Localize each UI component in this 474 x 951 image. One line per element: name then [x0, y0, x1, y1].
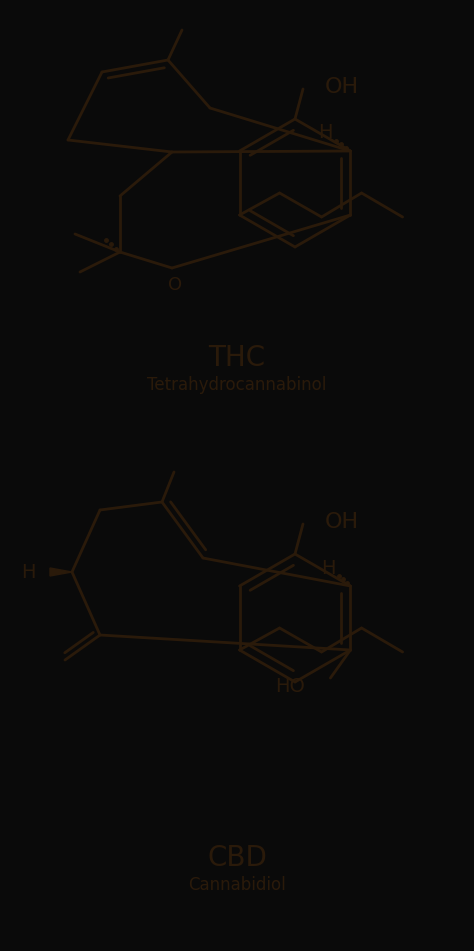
Text: OH: OH — [325, 77, 359, 97]
Text: OH: OH — [325, 512, 359, 532]
Text: Cannabidiol: Cannabidiol — [188, 876, 286, 894]
Text: H: H — [21, 562, 36, 581]
Text: CBD: CBD — [207, 844, 267, 872]
Text: H: H — [318, 124, 333, 143]
Text: Tetrahydrocannabinol: Tetrahydrocannabinol — [147, 376, 327, 394]
Text: HO: HO — [275, 676, 305, 695]
Text: THC: THC — [209, 344, 265, 372]
Polygon shape — [50, 568, 72, 576]
Text: O: O — [168, 276, 182, 294]
Text: H: H — [321, 558, 336, 577]
